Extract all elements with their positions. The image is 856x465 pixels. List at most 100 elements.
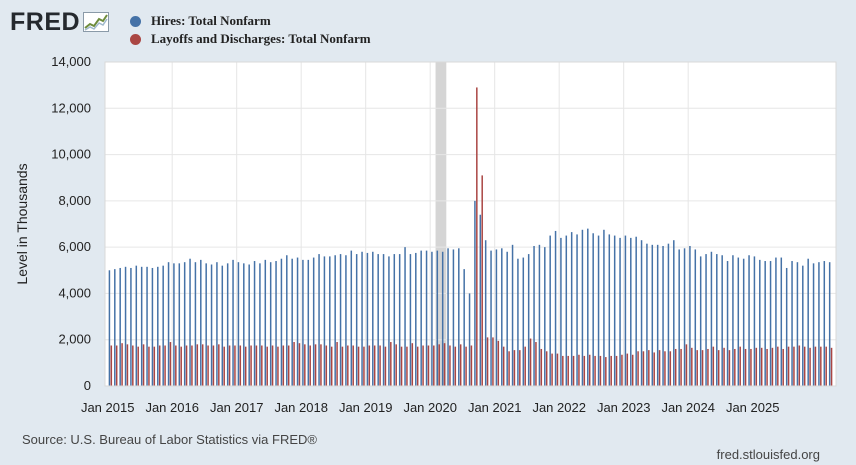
bar-layoffs[interactable] [664, 351, 666, 386]
bar-hires[interactable] [699, 256, 702, 386]
bar-layoffs[interactable] [196, 344, 199, 386]
bar-layoffs[interactable] [524, 346, 526, 386]
bar-hires[interactable] [366, 252, 369, 386]
bar-layoffs[interactable] [674, 348, 677, 386]
bar-hires[interactable] [151, 267, 154, 386]
bar-layoffs[interactable] [379, 345, 381, 387]
bar-hires[interactable] [302, 259, 304, 386]
bar-layoffs[interactable] [680, 348, 682, 386]
bar-hires[interactable] [334, 255, 336, 386]
bar-hires[interactable] [554, 230, 557, 386]
bar-hires[interactable] [339, 254, 342, 386]
bar-layoffs[interactable] [191, 345, 193, 387]
bar-layoffs[interactable] [701, 350, 704, 386]
bar-layoffs[interactable] [185, 345, 188, 387]
bar-hires[interactable] [656, 244, 659, 386]
bar-hires[interactable] [651, 244, 654, 386]
bar-hires[interactable] [710, 251, 713, 386]
bar-layoffs[interactable] [626, 353, 629, 386]
bar-layoffs[interactable] [750, 348, 752, 386]
bar-layoffs[interactable] [287, 345, 290, 387]
bar-layoffs[interactable] [266, 346, 268, 386]
bar-hires[interactable] [705, 254, 707, 386]
bar-hires[interactable] [404, 247, 406, 386]
bar-hires[interactable] [748, 255, 750, 386]
bar-hires[interactable] [667, 243, 670, 386]
bar-hires[interactable] [818, 262, 820, 386]
bar-hires[interactable] [393, 254, 396, 386]
bar-hires[interactable] [673, 240, 675, 386]
bar-hires[interactable] [345, 255, 347, 386]
bar-layoffs[interactable] [250, 345, 252, 387]
bar-hires[interactable] [420, 250, 422, 386]
chart-svg[interactable]: 0 2,000 4,000 6,000 8,000 10,000 12,000 14,000 J… [0, 0, 856, 430]
bar-hires[interactable] [210, 264, 213, 387]
bar-layoffs[interactable] [814, 346, 817, 386]
bar-hires[interactable] [130, 267, 132, 386]
bar-hires[interactable] [619, 237, 621, 386]
bar-layoffs[interactable] [153, 346, 156, 386]
bar-layoffs[interactable] [556, 353, 559, 386]
bar-hires[interactable] [307, 259, 310, 386]
bar-layoffs[interactable] [400, 346, 403, 386]
bar-hires[interactable] [232, 259, 234, 386]
bar-hires[interactable] [823, 261, 826, 386]
bar-layoffs[interactable] [777, 346, 779, 386]
bar-layoffs[interactable] [121, 343, 123, 386]
bar-hires[interactable] [468, 293, 471, 386]
bar-hires[interactable] [119, 267, 121, 386]
bar-hires[interactable] [495, 249, 498, 386]
bar-hires[interactable] [275, 261, 277, 386]
bar-layoffs[interactable] [212, 345, 215, 387]
bar-layoffs[interactable] [658, 350, 661, 386]
bar-layoffs[interactable] [277, 346, 279, 386]
bar-hires[interactable] [549, 235, 551, 386]
bar-layoffs[interactable] [497, 340, 500, 386]
bar-hires[interactable] [775, 257, 777, 386]
bar-layoffs[interactable] [529, 338, 532, 386]
bar-hires[interactable] [527, 254, 530, 386]
bar-layoffs[interactable] [787, 346, 790, 386]
bar-layoffs[interactable] [830, 347, 833, 386]
bar-hires[interactable] [350, 250, 353, 386]
bar-layoffs[interactable] [578, 354, 580, 386]
bar-layoffs[interactable] [825, 346, 827, 386]
bar-layoffs[interactable] [519, 350, 521, 386]
bar-hires[interactable] [183, 262, 186, 386]
bar-layoffs[interactable] [492, 337, 494, 386]
bar-hires[interactable] [264, 259, 267, 386]
bar-hires[interactable] [522, 257, 525, 386]
bar-layoffs[interactable] [132, 345, 134, 387]
bar-hires[interactable] [452, 249, 455, 386]
bar-hires[interactable] [630, 237, 632, 386]
bar-layoffs[interactable] [583, 355, 586, 386]
bar-hires[interactable] [291, 258, 293, 386]
bar-hires[interactable] [463, 269, 465, 386]
bar-hires[interactable] [259, 263, 261, 386]
bar-hires[interactable] [592, 233, 594, 386]
bar-hires[interactable] [796, 262, 799, 386]
bar-layoffs[interactable] [320, 344, 322, 386]
bar-layoffs[interactable] [411, 343, 414, 386]
bar-hires[interactable] [802, 265, 804, 386]
bar-hires[interactable] [646, 243, 648, 386]
bar-layoffs[interactable] [637, 351, 639, 386]
bar-hires[interactable] [189, 258, 191, 386]
bar-layoffs[interactable] [352, 345, 354, 387]
legend-item-hires[interactable]: Hires: Total Nonfarm [130, 13, 271, 29]
bar-hires[interactable] [447, 248, 449, 386]
bar-hires[interactable] [533, 245, 535, 386]
bar-hires[interactable] [721, 255, 723, 386]
bar-layoffs[interactable] [234, 345, 236, 387]
bar-layoffs[interactable] [481, 175, 483, 386]
bar-layoffs[interactable] [261, 345, 263, 387]
bar-hires[interactable] [732, 255, 734, 386]
bar-hires[interactable] [415, 252, 417, 386]
bar-hires[interactable] [764, 261, 766, 386]
bar-layoffs[interactable] [755, 347, 758, 386]
bar-hires[interactable] [484, 240, 487, 386]
bar-hires[interactable] [753, 256, 756, 386]
bar-layoffs[interactable] [218, 344, 220, 386]
bar-hires[interactable] [372, 251, 374, 386]
bar-layoffs[interactable] [164, 345, 166, 387]
